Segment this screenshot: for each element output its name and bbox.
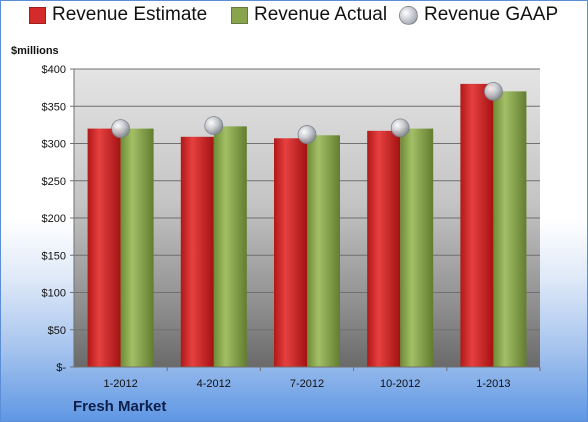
bar-revenue-estimate <box>274 138 307 367</box>
marker-revenue-gaap <box>204 116 224 136</box>
legend-label-actual: Revenue Actual <box>254 4 388 25</box>
marker-revenue-gaap <box>111 119 130 138</box>
bar-revenue-estimate <box>180 136 214 367</box>
marker-revenue-gaap <box>297 125 317 144</box>
y-tick-label: $400 <box>42 64 66 76</box>
y-axis-unit-label: $millions <box>11 45 59 57</box>
y-tick-label: $250 <box>42 176 66 188</box>
bar-revenue-actual <box>493 91 527 367</box>
y-tick-label: $- <box>56 362 66 374</box>
x-tick-label: 10-2012 <box>380 378 420 390</box>
legend-item-gaap: Revenue GAAP <box>399 4 558 26</box>
legend-swatch-actual <box>231 6 248 24</box>
bar-revenue-estimate <box>460 83 494 368</box>
legend-label-gaap: Revenue GAAP <box>424 4 559 25</box>
marker-revenue-gaap <box>390 118 410 138</box>
bar-revenue-estimate <box>87 128 121 367</box>
bar-revenue-estimate <box>367 130 401 367</box>
legend-swatch-gaap <box>399 5 418 25</box>
y-tick-label: $350 <box>42 101 66 113</box>
bar-revenue-actual <box>307 135 340 367</box>
bar-revenue-actual <box>400 128 434 367</box>
legend-swatch-estimate <box>29 6 46 24</box>
y-tick-label: $300 <box>42 139 66 151</box>
x-tick-label: 1-2013 <box>476 378 510 390</box>
marker-revenue-gaap <box>483 81 503 101</box>
y-tick-label: $50 <box>48 325 66 337</box>
legend-item-estimate: Revenue Estimate <box>29 4 207 26</box>
x-tick-label: 7-2012 <box>290 378 324 390</box>
legend-label-estimate: Revenue Estimate <box>52 4 208 25</box>
legend-item-actual: Revenue Actual <box>231 4 387 26</box>
bar-revenue-actual <box>213 126 247 368</box>
y-tick-label: $100 <box>42 288 66 300</box>
bar-revenue-actual <box>120 128 154 367</box>
y-tick-label: $200 <box>42 213 66 225</box>
y-tick-label: $150 <box>42 250 66 262</box>
x-tick-label: 1-2012 <box>103 378 137 390</box>
x-tick-label: 4-2012 <box>197 378 231 390</box>
company-name: Fresh Market <box>73 398 167 415</box>
